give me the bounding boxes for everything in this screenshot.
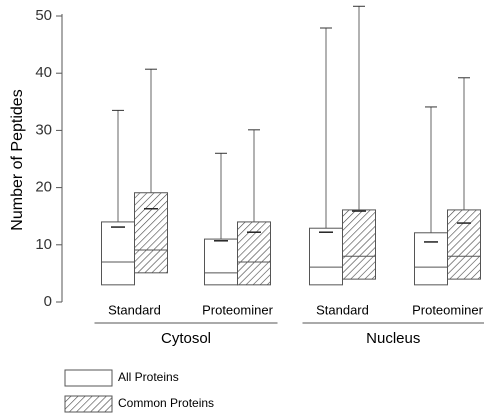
box bbox=[237, 221, 271, 286]
y-tick-label: 50 bbox=[35, 7, 52, 24]
category-label: Proteominer bbox=[202, 302, 273, 317]
legend-label: Common Proteins bbox=[118, 396, 214, 410]
y-tick-label: 0 bbox=[44, 293, 52, 310]
box bbox=[309, 227, 343, 286]
group-label: Nucleus bbox=[366, 330, 420, 347]
box bbox=[204, 238, 238, 286]
y-axis-label: Number of Peptides bbox=[9, 89, 26, 230]
legend-label: All Proteins bbox=[118, 370, 179, 384]
y-tick-label: 20 bbox=[35, 179, 52, 196]
box bbox=[101, 221, 135, 286]
y-tick-label: 30 bbox=[35, 121, 52, 138]
legend-swatch bbox=[64, 369, 113, 387]
group-label: Cytosol bbox=[161, 330, 211, 347]
y-tick-label: 10 bbox=[35, 236, 52, 253]
category-label: Proteominer bbox=[412, 302, 483, 317]
box bbox=[342, 209, 376, 280]
box bbox=[414, 232, 448, 286]
category-label: Standard bbox=[108, 302, 161, 317]
y-tick-label: 40 bbox=[35, 64, 52, 81]
legend-swatch bbox=[64, 395, 113, 413]
box bbox=[447, 209, 481, 280]
box bbox=[134, 192, 168, 274]
category-label: Standard bbox=[316, 302, 369, 317]
